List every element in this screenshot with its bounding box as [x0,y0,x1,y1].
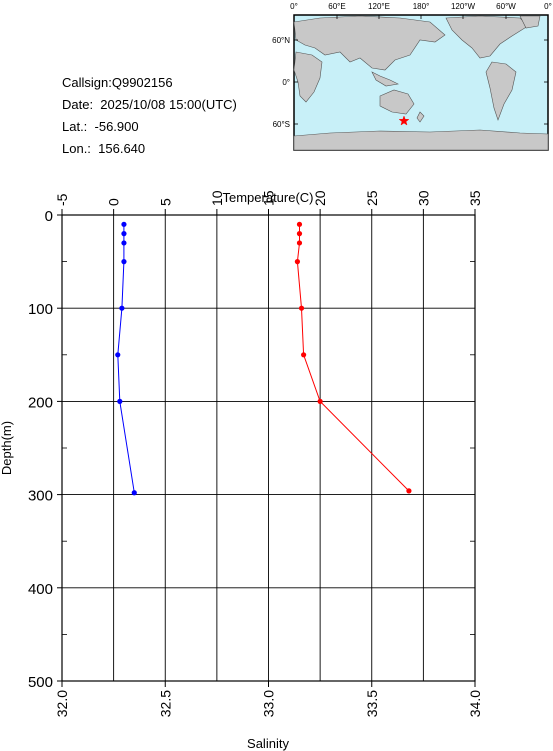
map-longitude-label: 0° [544,2,552,11]
date-text: Date: 2025/10/08 15:00(UTC) [62,97,237,112]
depth-tick-label: 500 [28,674,53,691]
depth-tick-label: 100 [28,301,53,318]
salinity-tick-label: 34.0 [467,690,483,717]
salinity-tick-label: 33.5 [364,690,380,717]
salinity-tick-label: 32.5 [157,690,173,717]
salinity-tick-label: 32.0 [54,690,70,717]
map-longitude-label: 120°W [451,2,476,11]
map-longitude-label: 60°E [328,2,345,11]
series-2-line [296,224,410,492]
depth-tick-label: 400 [28,581,53,598]
depth-tick-label: 0 [45,208,53,225]
temperature-tick-label: 20 [312,190,328,206]
series-2-point [301,352,307,358]
temperature-tick-label: 15 [261,190,277,206]
map-longitude-label: 120°E [368,2,390,11]
profile-plot: -5 0 5 10 15 20 25 30 35 32.0 32.5 33.0 33.5 34.0 01… [0,190,483,751]
series-2-point [296,231,303,237]
depth-axis-label: Depth(m) [0,421,14,475]
series-2-point [298,305,305,311]
series-2-point [406,488,412,494]
depth-tick-label: 300 [28,488,53,505]
temperature-tick-label: 10 [209,190,225,206]
temperature-tick-label: 5 [157,198,173,206]
temperature-axis-label: Temperature(C) [222,190,313,205]
series-1-point [121,259,127,265]
temperature-tick-label: 0 [106,198,122,206]
map-latitude-label: 60°N [272,36,290,45]
callsign-text: Callsign:Q9902156 [62,75,173,90]
temperature-tick-label: -5 [54,193,70,206]
latitude-text: Lat.: -56.900 [62,119,139,134]
depth-tick-label: 200 [28,394,53,411]
plot-grid [61,214,476,682]
location-map: 0° 60°E 120°E 180° 120°W 60°W 0° 60°N 0° 60°S [272,2,552,151]
series-1-point [119,305,125,311]
salinity-tick-label: 33.0 [261,690,277,717]
temperature-tick-label: 35 [467,190,483,206]
float-info: Callsign:Q9902156 Date: 2025/10/08 15:00… [62,72,237,160]
temperature-tick-label: 25 [364,190,380,206]
map-latitude-label: 0° [282,78,290,87]
series-1-point [115,352,121,358]
series-1-point [121,240,127,246]
series-1-point [121,221,127,227]
map-longitude-label: 60°W [496,2,516,11]
temperature-tick-label: 30 [415,190,431,206]
series-2-point [296,240,303,246]
longitude-text: Lon.: 156.640 [62,141,146,156]
float-location-star-icon [398,115,410,126]
map-land [293,15,549,151]
map-longitude-label: 180° [413,2,430,11]
series-1-point [131,490,137,496]
series-2-point [294,259,301,265]
salinity-axis-label: Salinity [247,736,289,751]
series-1-point [121,231,127,237]
series-2-point [296,221,303,227]
map-latitude-label: 60°S [273,120,290,129]
series-1-point [117,398,123,404]
series-1-line [117,224,135,493]
series-2-point [317,398,323,404]
map-longitude-label: 0° [290,2,298,11]
